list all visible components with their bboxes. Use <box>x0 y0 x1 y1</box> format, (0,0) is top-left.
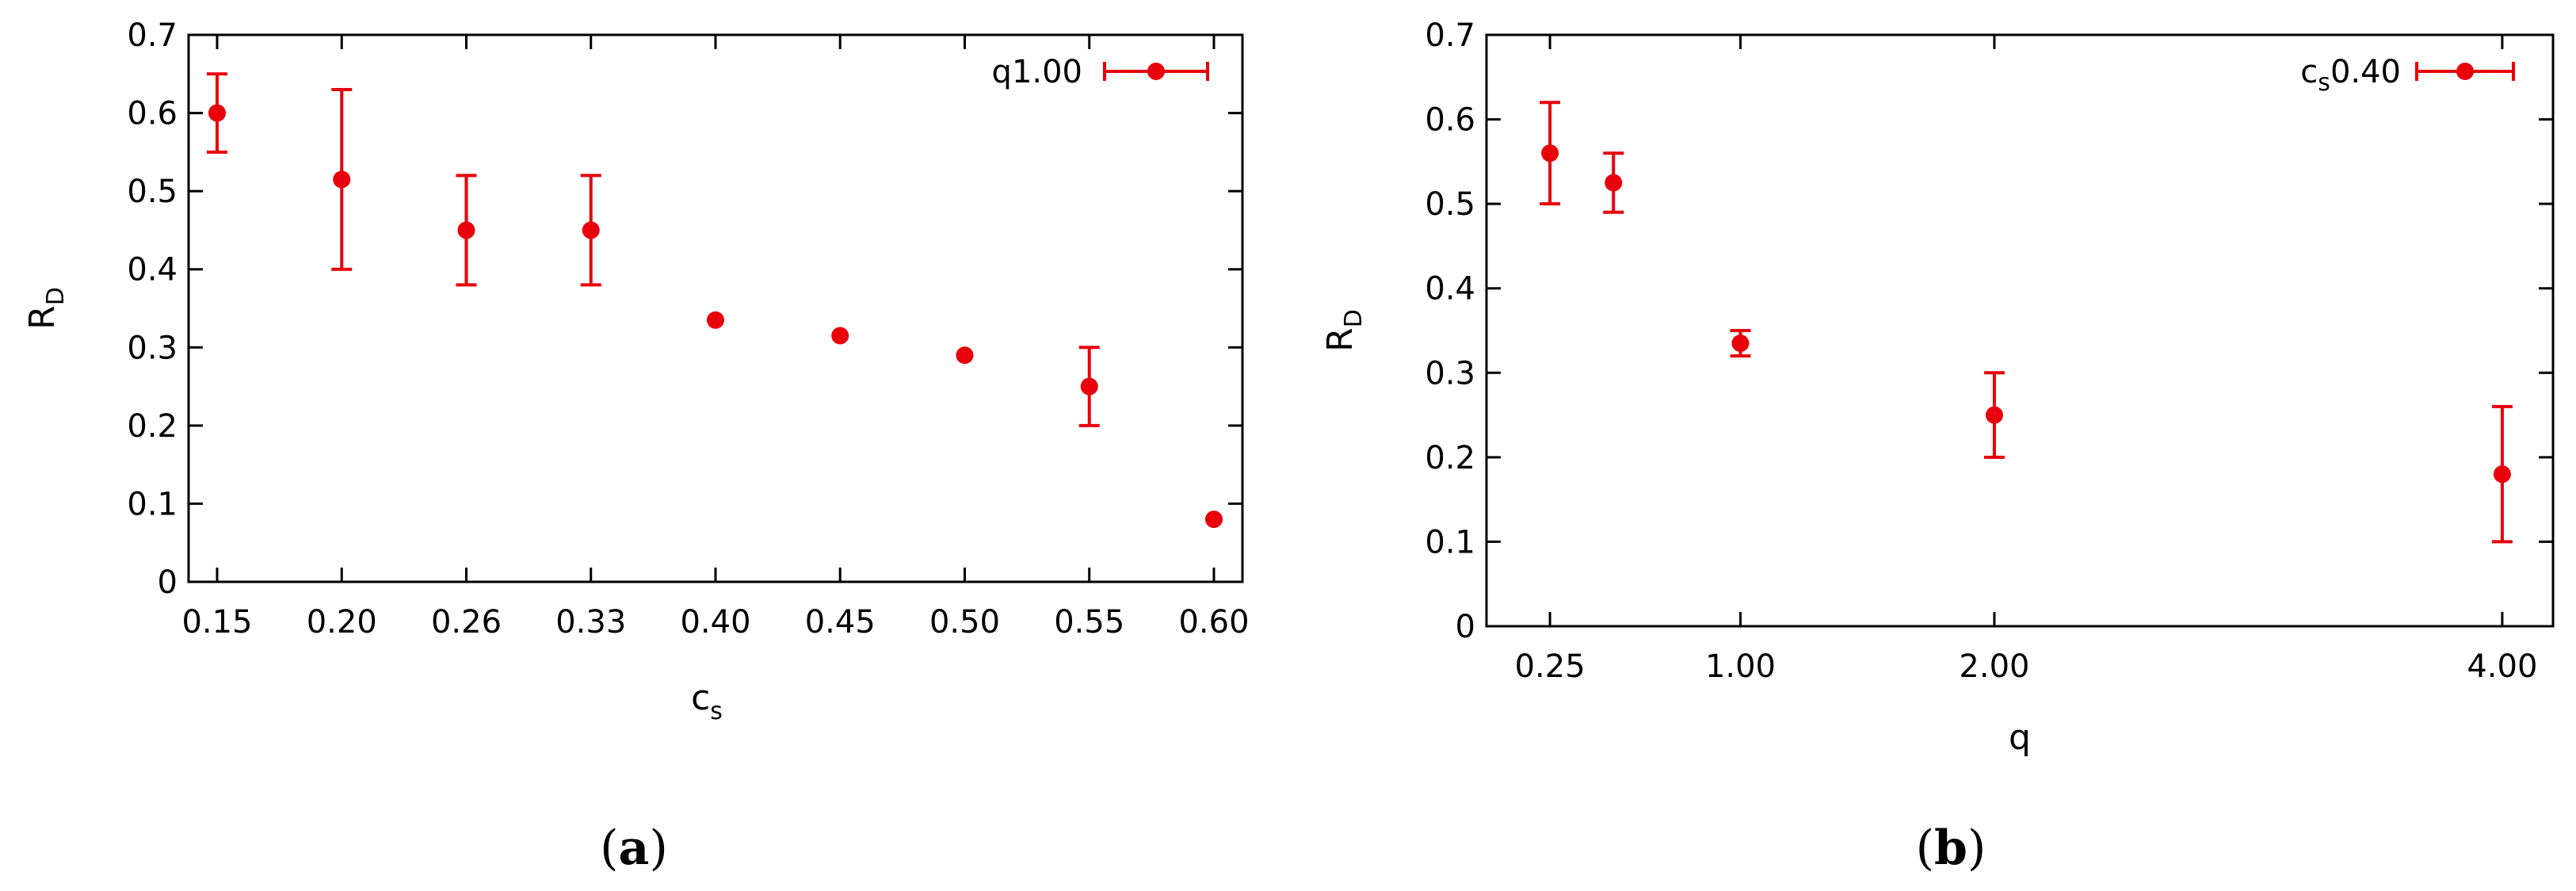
chart-b-x-axis-label: q <box>2009 717 2031 758</box>
chart-b-legend-marker <box>2456 63 2474 80</box>
y-tick-label: 0.3 <box>1425 355 1475 392</box>
data-point <box>956 346 974 365</box>
data-point <box>333 170 351 189</box>
data-point <box>831 327 849 345</box>
x-tick-label: 0.60 <box>1178 604 1249 641</box>
y-tick-label: 0.7 <box>1425 17 1475 54</box>
chart-a-marks <box>207 72 1223 529</box>
y-tick-label: 0.1 <box>127 486 177 522</box>
chart-b-plot-frame <box>1485 33 2555 628</box>
x-tick-label: 2.00 <box>1959 648 2029 685</box>
chart-a-x-axis-label: cs <box>691 678 723 725</box>
data-point <box>707 311 724 329</box>
data-point <box>2493 465 2511 484</box>
chart-a-x-ticks: 0.15 0.20 0.26 0.33 0.40 0.45 0.50 0.55 0.60 <box>181 35 1250 641</box>
y-tick-label: 0.4 <box>127 252 177 289</box>
y-tick-label: 0.5 <box>1425 186 1475 223</box>
chart-a-caption: (a) <box>600 820 668 876</box>
data-point <box>1731 334 1750 352</box>
y-tick-label: 0.7 <box>127 17 177 54</box>
x-tick-label: 0.15 <box>181 604 252 641</box>
chart-b-legend: cs0.40 <box>2300 54 2515 97</box>
chart-b-marks <box>1540 101 2513 544</box>
data-point <box>1985 406 2003 424</box>
chart-b: 00.10.20.30.40.50.60.7 0.25 1.00 2.00 4.00 … <box>1320 17 2555 876</box>
x-tick-label: 0.33 <box>555 604 626 641</box>
chart-b-legend-label: cs0.40 <box>2300 54 2401 97</box>
x-tick-label: 0.40 <box>680 604 750 641</box>
x-tick-label: 4.00 <box>2467 648 2537 685</box>
y-tick-label: 0.6 <box>127 96 177 132</box>
chart-a-y-ticks: 0 0.1 0.2 0.3 0.4 0.5 0.6 0.7 <box>127 17 1242 601</box>
svg-text:RD: RD <box>22 287 70 330</box>
data-point <box>1605 174 1623 192</box>
x-tick-label: 0.26 <box>431 604 502 641</box>
y-tick-label: 0 <box>1456 609 1475 645</box>
x-tick-label: 0.55 <box>1054 604 1124 641</box>
chart-b-y-ticks: 0 0.1 0.2 0.3 0.4 0.5 0.6 0.7 <box>1425 17 2553 645</box>
x-tick-label: 0.20 <box>307 604 377 641</box>
x-tick-label: 0.50 <box>929 604 1000 641</box>
y-tick-label: 0.2 <box>1425 440 1475 476</box>
data-point <box>1080 377 1098 396</box>
y-tick-label: 0.2 <box>127 408 177 445</box>
data-point <box>1541 144 1559 163</box>
y-tick-label: 0.1 <box>1425 524 1475 560</box>
data-point <box>1205 511 1223 529</box>
y-tick-label: 0 <box>158 564 177 601</box>
chart-b-x-ticks: 0.25 1.00 2.00 4.00 <box>1515 35 2537 685</box>
data-point <box>208 104 226 122</box>
chart-a-legend-label: q1.00 <box>992 54 1082 90</box>
x-tick-label: 1.00 <box>1705 648 1776 685</box>
y-tick-label: 0.5 <box>127 174 177 210</box>
chart-a-y-axis-label: RD <box>22 287 70 330</box>
x-tick-label: 0.45 <box>805 604 876 641</box>
chart-a-plot-frame <box>187 33 1244 583</box>
chart-a-legend: q1.00 <box>992 54 1209 90</box>
data-point <box>582 221 600 239</box>
chart-a: 00.10.20.30.40.50.60.7 0.15 0.20 0.26 0.33 0… <box>22 17 1250 876</box>
y-tick-label: 0.4 <box>1425 271 1475 308</box>
y-tick-label: 0.3 <box>127 330 177 366</box>
y-tick-label: 0.6 <box>1425 102 1475 139</box>
chart-b-y-axis-label: RD <box>1320 309 1368 352</box>
chart-b-caption: (b) <box>1916 820 1986 876</box>
x-tick-label: 0.25 <box>1515 648 1586 685</box>
svg-text:RD: RD <box>1320 309 1368 352</box>
data-point <box>457 221 475 239</box>
chart-a-legend-marker <box>1147 63 1165 80</box>
